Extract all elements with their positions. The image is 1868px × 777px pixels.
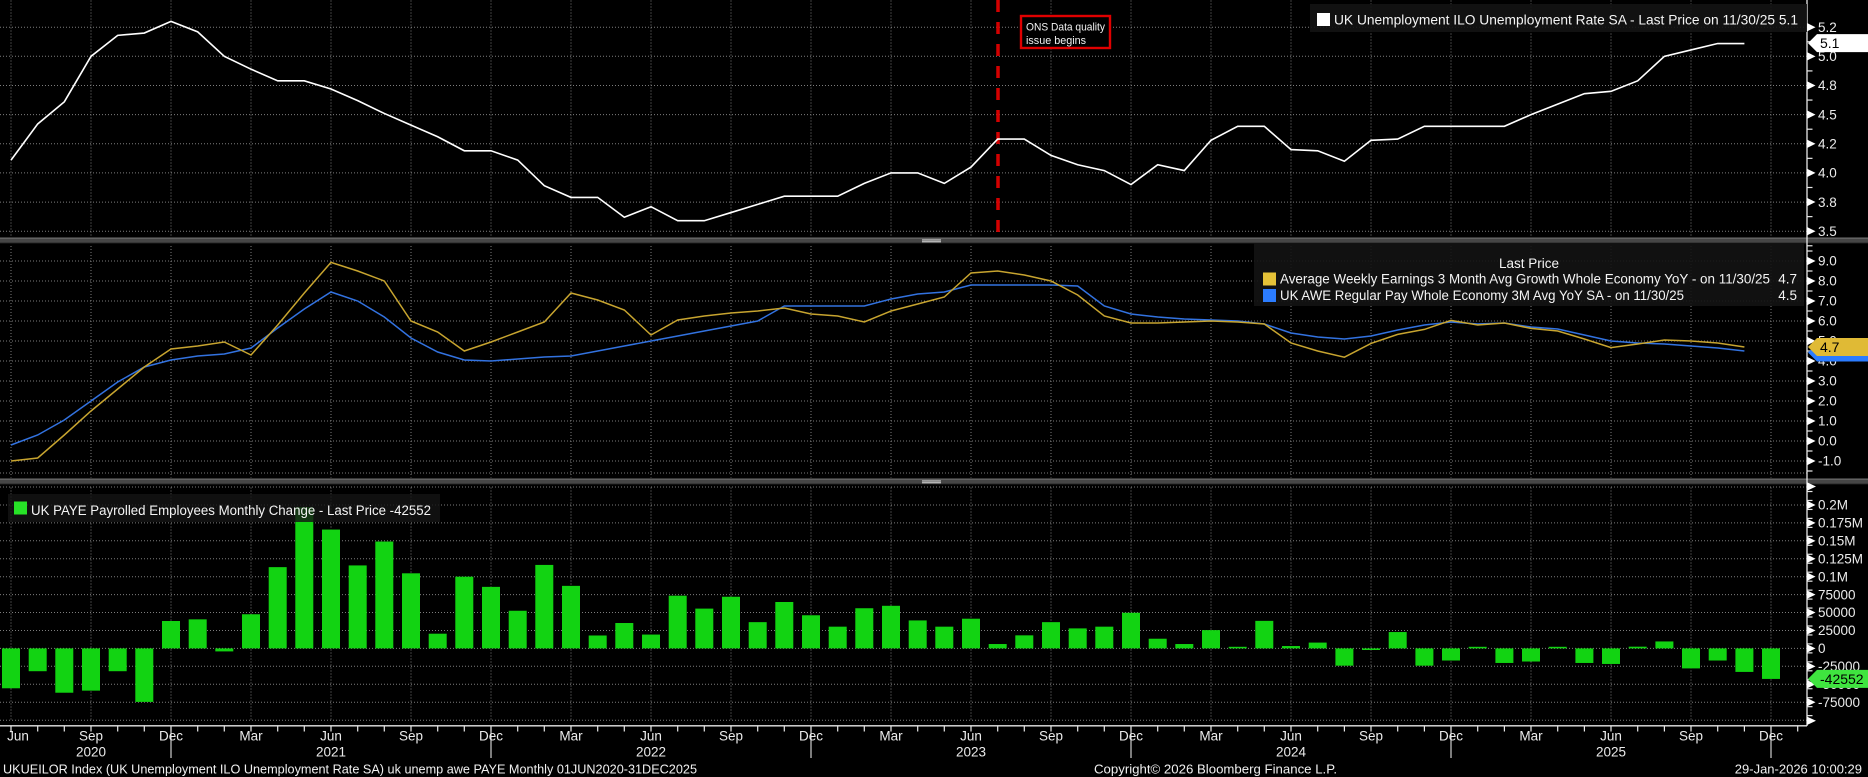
svg-text:Average Weekly Earnings 3 Mont: Average Weekly Earnings 3 Month Avg Grow… <box>1280 272 1770 287</box>
svg-text:0.2M: 0.2M <box>1818 498 1848 513</box>
svg-text:9.0: 9.0 <box>1818 254 1837 269</box>
svg-text:2.0: 2.0 <box>1818 394 1837 409</box>
svg-text:4.5: 4.5 <box>1818 107 1837 122</box>
svg-text:-1.0: -1.0 <box>1818 454 1841 469</box>
svg-text:UK AWE Regular Pay Whole Econo: UK AWE Regular Pay Whole Economy 3M Avg … <box>1280 288 1684 303</box>
svg-text:UK Unemployment ILO Unemployme: UK Unemployment ILO Unemployment Rate SA… <box>1334 13 1798 28</box>
svg-text:4.5: 4.5 <box>1778 288 1797 303</box>
svg-text:Jun: Jun <box>1280 729 1302 744</box>
svg-text:2020: 2020 <box>76 745 106 760</box>
svg-text:Mar: Mar <box>1519 729 1543 744</box>
svg-text:0.15M: 0.15M <box>1818 534 1856 549</box>
svg-text:Mar: Mar <box>239 729 263 744</box>
svg-text:Dec: Dec <box>1439 729 1463 744</box>
svg-text:0.0: 0.0 <box>1818 434 1837 449</box>
svg-text:issue begins: issue begins <box>1026 35 1087 47</box>
svg-text:2021: 2021 <box>316 745 346 760</box>
svg-text:4.8: 4.8 <box>1818 78 1837 93</box>
svg-text:-75000: -75000 <box>1818 695 1860 710</box>
svg-text:Dec: Dec <box>1119 729 1143 744</box>
svg-text:4.7: 4.7 <box>1820 339 1840 355</box>
svg-text:4.7: 4.7 <box>1778 272 1797 287</box>
svg-text:Sep: Sep <box>399 729 423 744</box>
svg-text:Jun: Jun <box>7 729 29 744</box>
svg-text:2024: 2024 <box>1276 745 1307 760</box>
svg-text:5.0: 5.0 <box>1818 49 1837 64</box>
svg-text:Sep: Sep <box>1679 729 1703 744</box>
svg-text:0: 0 <box>1818 641 1826 656</box>
svg-text:4.0: 4.0 <box>1818 166 1837 181</box>
svg-text:2023: 2023 <box>956 745 986 760</box>
svg-text:Jun: Jun <box>320 729 342 744</box>
svg-text:Jun: Jun <box>640 729 662 744</box>
svg-text:UKUEILOR Index (UK Unemploymen: UKUEILOR Index (UK Unemployment ILO Unem… <box>3 762 697 777</box>
svg-text:Dec: Dec <box>159 729 183 744</box>
svg-text:Sep: Sep <box>1039 729 1063 744</box>
svg-text:2022: 2022 <box>636 745 666 760</box>
svg-text:3.8: 3.8 <box>1818 195 1837 210</box>
svg-text:Sep: Sep <box>79 729 103 744</box>
svg-text:6.0: 6.0 <box>1818 314 1837 329</box>
svg-text:4.2: 4.2 <box>1818 136 1837 151</box>
svg-text:Copyright© 2026 Bloomberg Fina: Copyright© 2026 Bloomberg Finance L.P. <box>1094 762 1337 777</box>
svg-text:Last Price: Last Price <box>1499 256 1559 271</box>
svg-text:2025: 2025 <box>1596 745 1626 760</box>
svg-text:75000: 75000 <box>1818 587 1856 602</box>
svg-text:50000: 50000 <box>1818 605 1856 620</box>
svg-text:0.1M: 0.1M <box>1818 569 1848 584</box>
svg-text:0.175M: 0.175M <box>1818 516 1863 531</box>
svg-text:Dec: Dec <box>799 729 823 744</box>
svg-text:3.5: 3.5 <box>1818 224 1837 239</box>
svg-text:Sep: Sep <box>1359 729 1383 744</box>
svg-text:25000: 25000 <box>1818 623 1856 638</box>
svg-text:UK PAYE Payrolled Employees Mo: UK PAYE Payrolled Employees Monthly Chan… <box>31 503 431 518</box>
svg-text:-42552: -42552 <box>1820 671 1864 687</box>
svg-text:Dec: Dec <box>1759 729 1783 744</box>
svg-text:Mar: Mar <box>879 729 903 744</box>
svg-text:7.0: 7.0 <box>1818 294 1837 309</box>
svg-text:29-Jan-2026 10:00:29: 29-Jan-2026 10:00:29 <box>1735 762 1862 777</box>
svg-text:Jun: Jun <box>1600 729 1622 744</box>
svg-text:Dec: Dec <box>479 729 503 744</box>
svg-text:0.125M: 0.125M <box>1818 551 1863 566</box>
svg-text:Mar: Mar <box>559 729 583 744</box>
svg-text:5.2: 5.2 <box>1818 20 1837 35</box>
svg-text:5.1: 5.1 <box>1820 35 1840 51</box>
svg-text:3.0: 3.0 <box>1818 374 1837 389</box>
svg-text:ONS Data quality: ONS Data quality <box>1026 22 1106 34</box>
svg-text:Sep: Sep <box>719 729 743 744</box>
svg-text:Mar: Mar <box>1199 729 1223 744</box>
svg-text:1.0: 1.0 <box>1818 414 1837 429</box>
svg-text:8.0: 8.0 <box>1818 274 1837 289</box>
svg-text:Jun: Jun <box>960 729 982 744</box>
